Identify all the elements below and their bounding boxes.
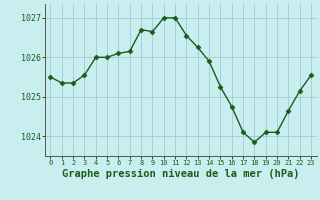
X-axis label: Graphe pression niveau de la mer (hPa): Graphe pression niveau de la mer (hPa)	[62, 169, 300, 179]
